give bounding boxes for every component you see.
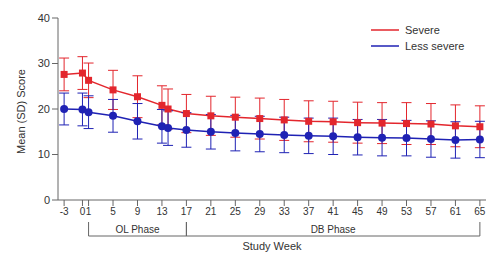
svg-text:1: 1 [86,206,92,217]
svg-text:OL Phase: OL Phase [115,224,160,235]
svg-text:57: 57 [425,206,437,217]
svg-text:21: 21 [205,206,217,217]
svg-text:40: 40 [38,12,50,24]
svg-text:17: 17 [181,206,193,217]
svg-text:37: 37 [303,206,315,217]
svg-text:0: 0 [80,206,86,217]
svg-text:13: 13 [156,206,168,217]
svg-text:61: 61 [450,206,462,217]
svg-text:Less severe: Less severe [405,40,464,52]
svg-text:10: 10 [38,148,50,160]
svg-text:DB Phase: DB Phase [311,224,356,235]
svg-text:65: 65 [474,206,486,217]
svg-text:0: 0 [44,194,50,206]
svg-text:41: 41 [328,206,340,217]
svg-text:9: 9 [135,206,141,217]
svg-text:53: 53 [401,206,413,217]
svg-text:45: 45 [352,206,364,217]
svg-text:-3: -3 [60,206,69,217]
svg-text:25: 25 [230,206,242,217]
svg-text:Mean (SD) Score: Mean (SD) Score [15,69,27,154]
svg-text:33: 33 [279,206,291,217]
svg-text:5: 5 [110,206,116,217]
svg-text:Study Week: Study Week [242,240,302,252]
svg-text:49: 49 [376,206,388,217]
svg-text:20: 20 [38,103,50,115]
svg-text:30: 30 [38,57,50,69]
svg-text:29: 29 [254,206,266,217]
svg-text:Severe: Severe [405,24,440,36]
